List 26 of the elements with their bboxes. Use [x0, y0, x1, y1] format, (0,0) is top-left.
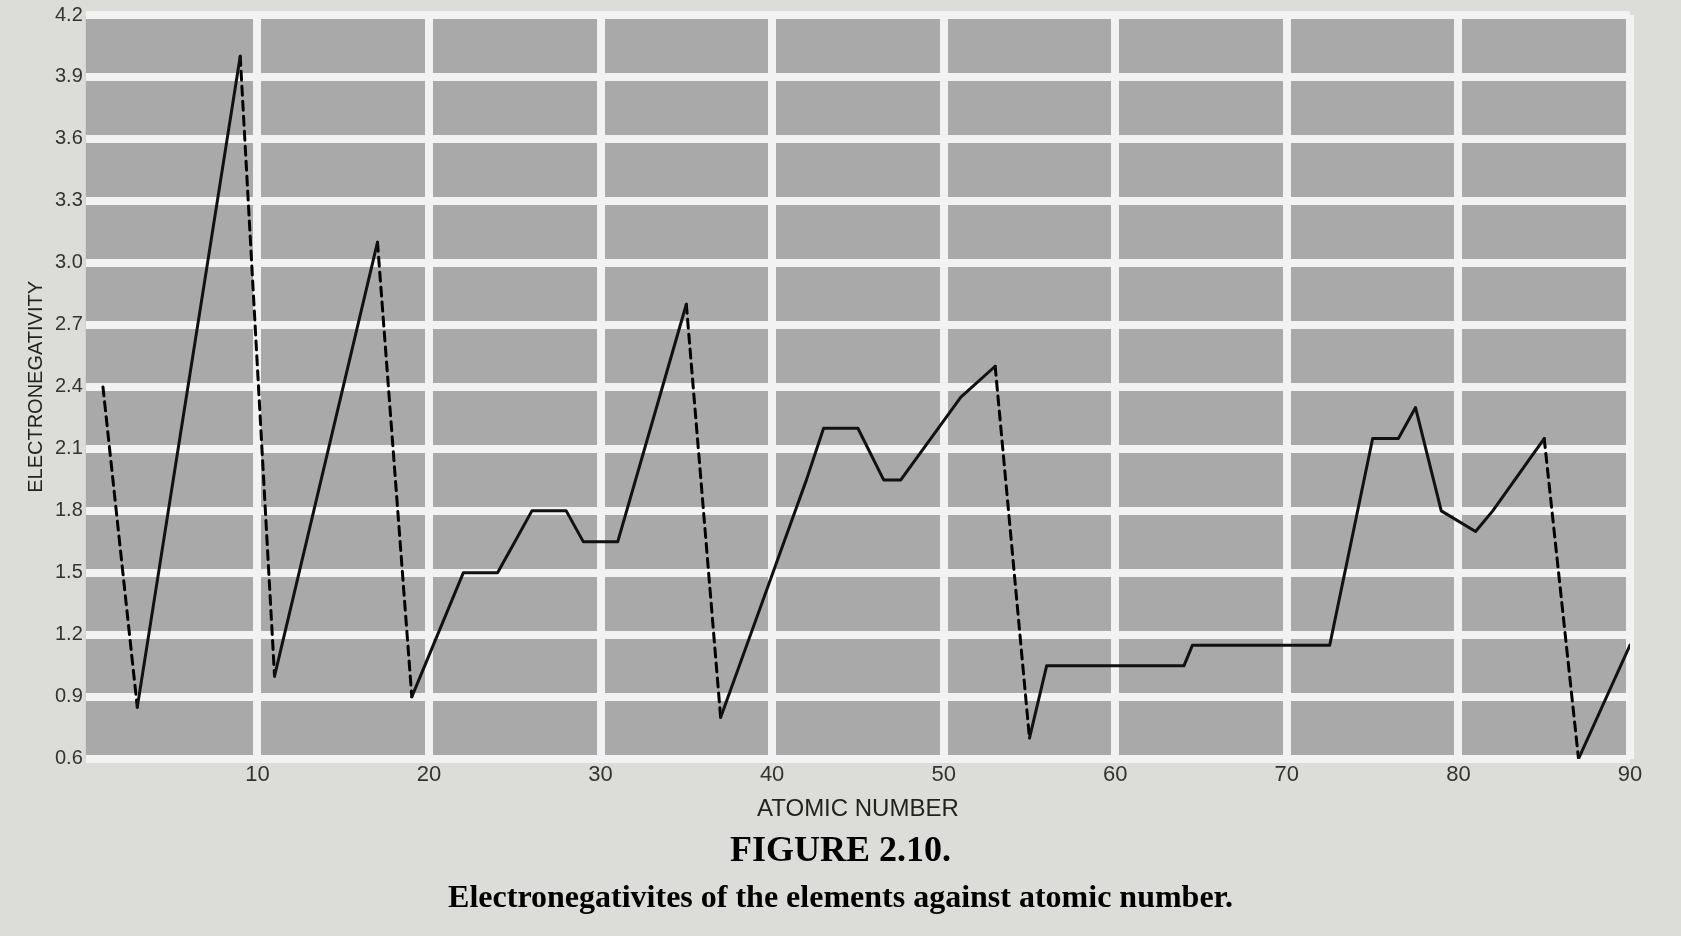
x-tick-label: 70: [1274, 761, 1300, 787]
y-tick-label: 0.9: [54, 684, 83, 707]
x-axis-title: ATOMIC NUMBER: [757, 794, 959, 822]
text: FIGURE 2.10.: [729, 828, 952, 870]
y-tick-label: 3.6: [54, 126, 83, 149]
y-tick-label: 2.1: [54, 436, 83, 459]
y-tick-label: 1.2: [54, 622, 83, 645]
x-tick-label: 30: [588, 761, 613, 787]
y-tick-label: 0.6: [54, 746, 83, 769]
x-tick-label: 20: [416, 761, 442, 787]
x-tick-label: 40: [759, 761, 785, 787]
y-tick-label: 2.7: [54, 312, 83, 335]
x-tick-label: 50: [931, 761, 956, 787]
y-tick-label: 3.0: [54, 250, 83, 273]
y-axis-title: ELECTRONEGATIVITY: [23, 280, 46, 493]
x-tick-label: 60: [1103, 761, 1128, 787]
x-tick-label: 10: [245, 761, 270, 787]
x-tick-label: 90: [1617, 761, 1643, 787]
x-tick-label: 80: [1446, 761, 1471, 787]
y-tick-label: 3.9: [54, 64, 83, 87]
y-tick-label: 2.4: [54, 374, 83, 397]
y-tick-label: 4.2: [54, 2, 83, 25]
y-tick-label: 1.5: [54, 560, 83, 583]
y-tick-label: 1.8: [54, 498, 83, 521]
y-tick-label: 3.3: [54, 188, 83, 211]
text: Electronegativites of the elements against atomic number.: [447, 878, 1234, 915]
